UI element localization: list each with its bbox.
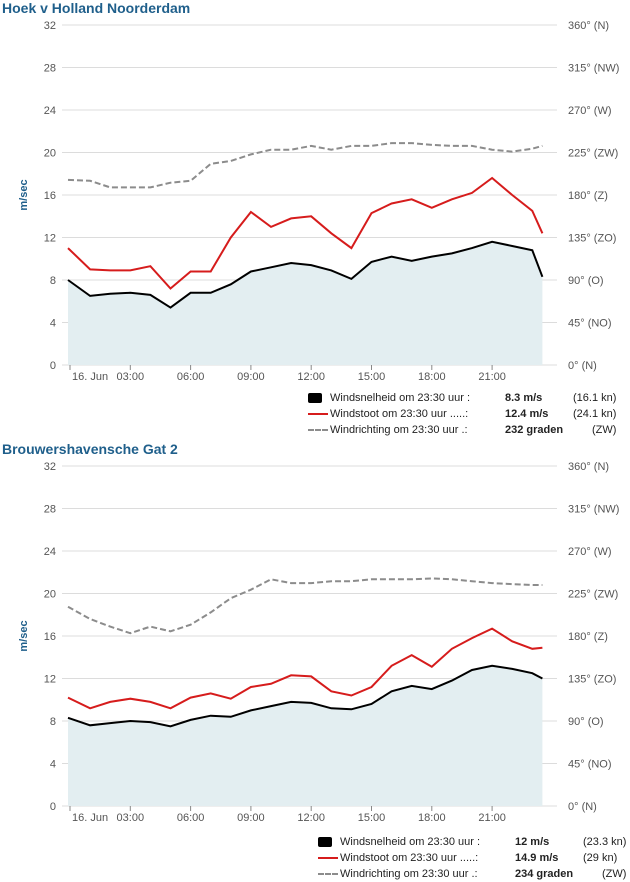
y-tick-label: 8	[50, 716, 56, 728]
x-tick-label: 09:00	[237, 371, 265, 383]
y2-tick-label: 45° (NO)	[568, 318, 612, 330]
y-tick-label: 0	[50, 360, 56, 372]
wind-direction-line	[67, 577, 543, 635]
legend-swatch	[308, 429, 328, 431]
y2-tick-label: 270° (W)	[568, 546, 612, 558]
y-tick-label: 12	[44, 674, 56, 686]
y-tick-label: 16	[44, 631, 56, 643]
legend-swatch	[308, 413, 328, 415]
y2-tick-label: 180° (Z)	[568, 190, 608, 202]
legend-unit: (29 kn)	[583, 852, 618, 864]
legend-value: 8.3 m/s	[505, 392, 543, 404]
chart-panel-brouwershavensche-gat: Brouwershavensche Gat 2 m/sec 0 0° (N) 4 45° …	[0, 441, 630, 882]
x-tick-label: 16. Jun	[72, 371, 108, 383]
legend-swatch	[318, 837, 332, 847]
legend-label: Windrichting om 23:30 uur .:	[340, 868, 478, 880]
legend-label: Windrichting om 23:30 uur .:	[330, 424, 468, 436]
y2-tick-label: 315° (NW)	[568, 63, 619, 75]
y-tick-label: 24	[44, 105, 56, 117]
x-tick-label: 06:00	[177, 371, 205, 383]
legend-swatch	[318, 857, 338, 859]
wind-chart-hoek-v-holland: Hoek v Holland Noorderdam m/sec 0 0° (N) 4 45…	[2, 0, 619, 383]
x-tick-label: 21:00	[478, 812, 506, 824]
wind-speed-line	[67, 240, 544, 309]
chart-title: Brouwershavensche Gat 2	[2, 441, 178, 457]
legend-value: 232 graden	[505, 424, 564, 436]
legend-swatch	[318, 873, 338, 875]
y2-tick-label: 315° (NW)	[568, 504, 619, 516]
y-tick-label: 12	[44, 233, 56, 245]
legend-label: Windsnelheid om 23:30 uur :	[340, 836, 481, 848]
chart-panel-hoek-v-holland: Hoek v Holland Noorderdam m/sec 0 0° (N) 4 45…	[2, 0, 619, 436]
wind-speed-area	[68, 665, 543, 806]
wind-gust-line	[67, 627, 543, 710]
y-tick-label: 4	[50, 759, 56, 771]
y-tick-label: 20	[44, 589, 56, 601]
y2-tick-label: 270° (W)	[568, 105, 612, 117]
y2-tick-label: 360° (N)	[568, 20, 609, 32]
legend-unit: (ZW)	[592, 424, 617, 436]
wind-chart-brouwershavensche-gat: Brouwershavensche Gat 2 m/sec 0 0° (N) 4 45° …	[2, 441, 619, 824]
y2-tick-label: 0° (N)	[568, 801, 597, 813]
y-tick-label: 28	[44, 63, 56, 75]
y-tick-label: 16	[44, 190, 56, 202]
x-tick-label: 12:00	[297, 812, 325, 824]
y2-tick-label: 360° (N)	[568, 461, 609, 473]
y-tick-label: 24	[44, 546, 56, 558]
y-axis-label: m/sec	[18, 179, 30, 210]
y-tick-label: 8	[50, 275, 56, 287]
y2-tick-label: 135° (ZO)	[568, 674, 616, 686]
y2-tick-label: 0° (N)	[568, 360, 597, 372]
y-axis-label: m/sec	[18, 620, 30, 651]
wind-speed-line	[67, 664, 543, 728]
x-tick-label: 09:00	[237, 812, 265, 824]
x-tick-label: 21:00	[478, 371, 506, 383]
y2-tick-label: 180° (Z)	[568, 631, 608, 643]
y-tick-label: 32	[44, 20, 56, 32]
legend-swatch	[308, 393, 322, 403]
y-tick-label: 32	[44, 461, 56, 473]
y2-tick-label: 135° (ZO)	[568, 233, 616, 245]
x-tick-label: 18:00	[418, 812, 446, 824]
legend-unit: (24.1 kn)	[573, 408, 617, 420]
x-tick-label: 03:00	[117, 812, 145, 824]
wind-speed-area	[68, 241, 543, 365]
x-tick-label: 15:00	[358, 812, 386, 824]
legend-unit: (23.3 kn)	[583, 836, 627, 848]
legend-unit: (ZW)	[602, 868, 627, 880]
y-tick-label: 0	[50, 801, 56, 813]
legend-label: Windstoot om 23:30 uur .....:	[330, 408, 469, 420]
y2-tick-label: 225° (ZW)	[568, 589, 618, 601]
wind-direction-line	[67, 142, 543, 189]
x-tick-label: 15:00	[358, 371, 386, 383]
chart-title: Hoek v Holland Noorderdam	[2, 0, 190, 16]
x-tick-label: 06:00	[177, 812, 205, 824]
legend-label: Windsnelheid om 23:30 uur :	[330, 392, 471, 404]
y2-tick-label: 45° (NO)	[568, 759, 612, 771]
x-tick-label: 18:00	[418, 371, 446, 383]
x-tick-label: 12:00	[297, 371, 325, 383]
legend-unit: (16.1 kn)	[573, 392, 617, 404]
legend-value: 14.9 m/s	[515, 852, 559, 864]
x-tick-label: 03:00	[117, 371, 145, 383]
y2-tick-label: 90° (O)	[568, 716, 604, 728]
y2-tick-label: 90° (O)	[568, 275, 604, 287]
legend-value: 234 graden	[515, 868, 574, 880]
wind-gust-line	[67, 176, 544, 290]
y2-tick-label: 225° (ZW)	[568, 148, 618, 160]
legend-value: 12 m/s	[515, 836, 550, 848]
y-tick-label: 28	[44, 504, 56, 516]
y-tick-label: 20	[44, 148, 56, 160]
y-tick-label: 4	[50, 318, 56, 330]
legend-value: 12.4 m/s	[505, 408, 549, 420]
x-tick-label: 16. Jun	[72, 812, 108, 824]
legend-label: Windstoot om 23:30 uur .....:	[340, 852, 479, 864]
